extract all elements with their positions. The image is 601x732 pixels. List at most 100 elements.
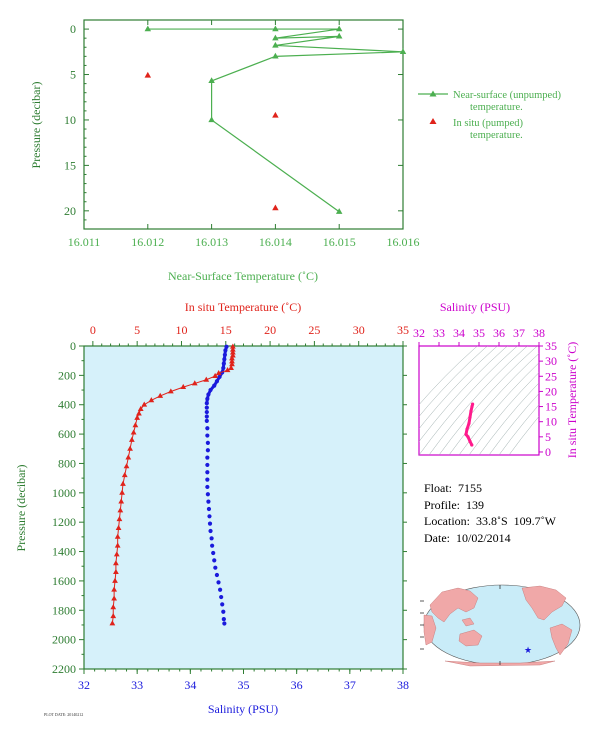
ts-density-contour — [419, 346, 488, 417]
salinity-point — [209, 536, 214, 541]
ts-density-contour — [488, 393, 539, 455]
legend-insitu-label-line1: In situ (pumped) — [453, 118, 523, 129]
top-y-tick-label: 0 — [70, 22, 76, 36]
top-y-tick-label: 5 — [70, 68, 76, 82]
ts-x-tick-label: 34 — [453, 326, 465, 340]
main-y-tick-label: 0 — [70, 339, 76, 353]
top-x-axis: 16.011 16.012 16.013 16.014 16.015 16.016 — [68, 20, 420, 249]
temperature-point — [110, 604, 117, 610]
top-y-tick-label: 15 — [64, 158, 76, 172]
ts-x-tick-label: 35 — [473, 326, 485, 340]
temperature-point — [132, 422, 139, 428]
salinity-point — [210, 543, 215, 548]
main-top-tick-label: 20 — [264, 323, 276, 337]
insitu-pumped-point — [272, 204, 279, 211]
salinity-point — [205, 426, 210, 431]
temperature-point — [115, 524, 122, 530]
profile-chart: 0 5 10 15 20 25 30 35 32 33 34 35 36 37 38 0 200 400 600… — [14, 300, 409, 716]
main-top-tick-label: 25 — [308, 323, 320, 337]
temperature-point — [229, 352, 236, 358]
temperature-point — [121, 472, 128, 478]
top-x-tick-label: 16.015 — [323, 235, 356, 249]
temperature-point — [148, 397, 155, 403]
temperature-point — [212, 372, 219, 379]
top-x-axis-label: Near-Surface Temperature (˚C) — [168, 269, 318, 283]
temperature-point — [167, 388, 174, 394]
main-series-layer — [109, 343, 236, 626]
main-plot-frame — [83, 345, 404, 670]
ts-density-contour — [508, 416, 539, 455]
salinity-point — [204, 409, 209, 415]
ts-x-tick-label: 32 — [413, 326, 425, 340]
salinity-point — [205, 440, 210, 445]
temperature-point — [215, 369, 222, 376]
legend-near-surface-label-line1: Near-surface (unpumped) — [453, 90, 561, 101]
plot-date-footer: PLOT DATE: 20140212 — [44, 712, 84, 717]
salinity-point — [221, 365, 226, 371]
salinity-point — [214, 379, 220, 384]
salinity-point — [204, 405, 209, 410]
salinity-point — [218, 587, 223, 592]
temperature-point — [229, 349, 236, 355]
salinity-point — [206, 392, 211, 397]
temperature-point — [203, 376, 210, 382]
temperature-point — [137, 405, 144, 412]
salinity-point — [221, 361, 226, 366]
salinity-point — [222, 357, 227, 362]
main-top-tick-label: 15 — [220, 323, 232, 337]
salinity-point — [208, 387, 213, 393]
temperature-point — [119, 489, 125, 495]
main-y-tick-label: 1000 — [52, 486, 76, 500]
temperature-point — [118, 498, 125, 504]
float-info-block: Float: 7155 Profile: 139 Location: 33.8˚… — [424, 480, 556, 546]
ts-density-contour — [498, 404, 539, 455]
salinity-point — [206, 499, 211, 504]
salinity-point — [205, 470, 210, 475]
main-y-tick-label: 800 — [58, 456, 76, 470]
temperature-point — [111, 595, 118, 601]
top-x-tick-label: 16.012 — [131, 235, 164, 249]
salinity-point — [212, 383, 217, 388]
near-surface-point — [272, 52, 279, 59]
main-top-axis: 0 5 10 15 20 25 30 35 — [90, 323, 409, 346]
temperature-point — [141, 401, 148, 407]
ts-density-contour — [419, 346, 498, 430]
ts-point — [464, 432, 468, 437]
location: Location: 33.8˚S 109.7˚W — [424, 514, 556, 528]
top-x-tick-label: 16.011 — [68, 235, 101, 249]
ts-x-tick-label: 38 — [533, 326, 545, 340]
temperature-point — [114, 542, 121, 548]
ts-plot-frame — [418, 345, 540, 456]
float-id: Float: 7155 — [424, 481, 483, 495]
salinity-point — [205, 396, 210, 401]
main-top-tick-label: 5 — [134, 323, 140, 337]
ts-point — [469, 409, 473, 413]
ts-x-tick-label: 33 — [433, 326, 445, 340]
near-surface-point — [208, 116, 215, 123]
salinity-point — [205, 455, 210, 460]
salinity-point — [213, 565, 218, 570]
top-y-tick-label: 10 — [64, 113, 76, 127]
salinity-point — [219, 594, 224, 600]
salinity-point — [221, 616, 226, 622]
temperature-point — [117, 507, 124, 513]
main-bottom-tick-label: 33 — [131, 678, 143, 692]
main-y-tick-label: 600 — [58, 427, 76, 441]
salinity-point — [224, 344, 229, 349]
ts-y-tick-label: 35 — [545, 339, 557, 353]
ts-top-axis-label: Salinity (PSU) — [440, 300, 510, 314]
temperature-point — [116, 516, 123, 522]
legend-insitu-label-line2: temperature. — [470, 130, 523, 141]
main-y-tick-label: 400 — [58, 398, 76, 412]
map-land — [423, 585, 573, 667]
near-surface-temperature-chart: 16.011 16.012 16.013 16.014 16.015 16.016 051… — [29, 19, 561, 283]
temperature-point — [128, 436, 135, 442]
top-series-layer — [144, 25, 407, 214]
salinity-point — [205, 484, 210, 490]
main-y-tick-label: 200 — [58, 368, 76, 382]
temperature-point — [134, 414, 141, 420]
ts-y-tick-label: 30 — [545, 354, 557, 368]
temperature-point — [109, 620, 116, 626]
main-y-tick-label: 2200 — [52, 662, 76, 676]
